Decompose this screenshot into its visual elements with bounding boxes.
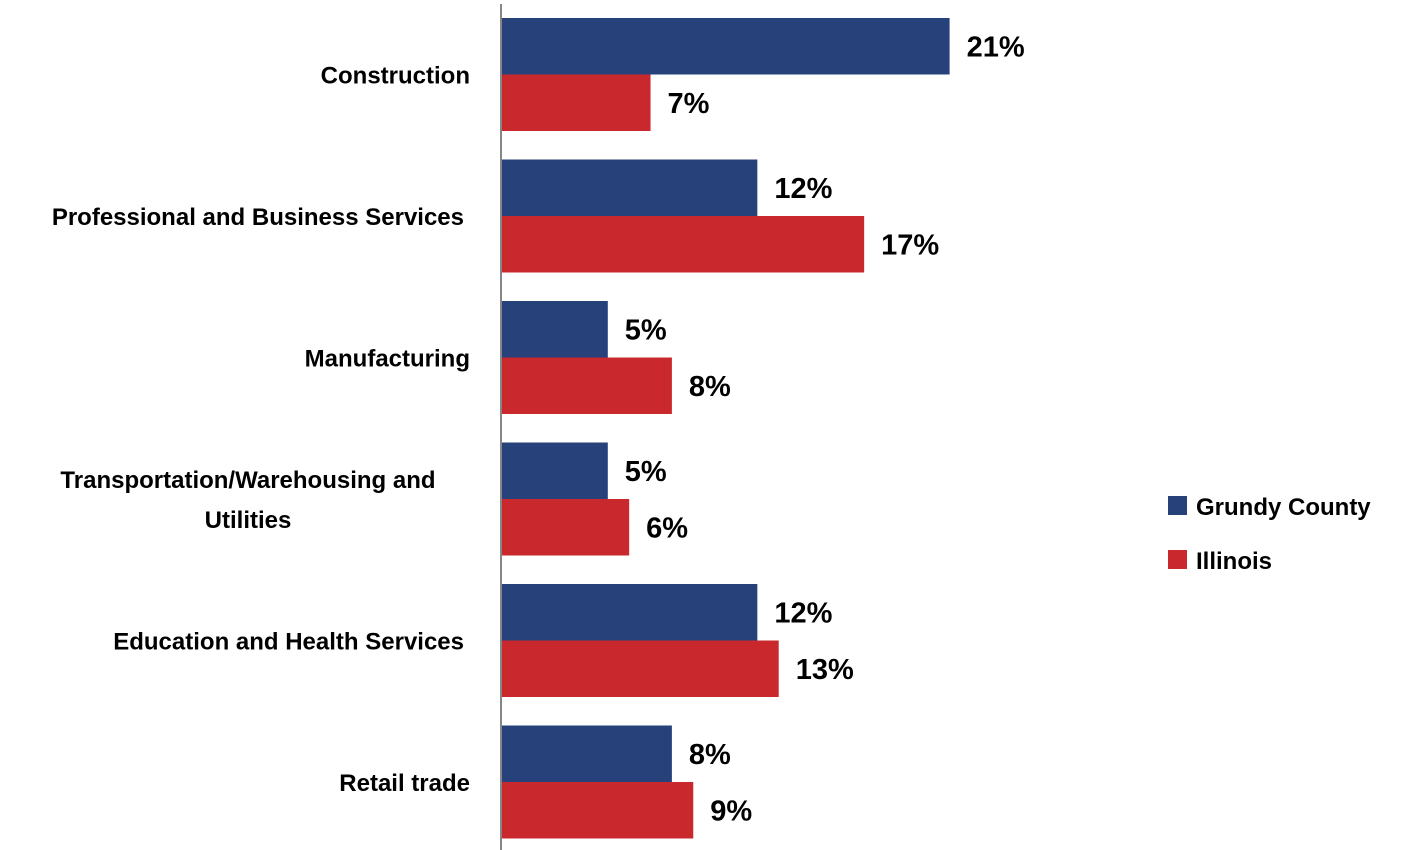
bar-grundy-county-construction bbox=[501, 18, 950, 75]
value-label-illinois-retail-trade: 9% bbox=[710, 795, 752, 827]
category-label-manufacturing: Manufacturing bbox=[305, 346, 470, 373]
bar-grundy-county-professional-and-business-services bbox=[501, 159, 758, 216]
bars-layer bbox=[501, 18, 950, 839]
value-label-grundy-county-education-and-health-services: 12% bbox=[774, 597, 832, 629]
category-label-professional-and-business-services: Professional and Business Services bbox=[52, 204, 464, 231]
value-labels-layer: 21% 7% 12% 17% 5% 8% 5% 6% 12% 13% 8% 9% bbox=[625, 31, 1025, 827]
value-label-illinois-manufacturing: 8% bbox=[689, 371, 731, 403]
bar-grundy-county-retail-trade bbox=[501, 725, 672, 782]
value-label-grundy-county-retail-trade: 8% bbox=[689, 739, 731, 771]
category-labels-layer: Construction Professional and Business Se… bbox=[52, 63, 470, 798]
bar-illinois-professional-and-business-services bbox=[501, 216, 865, 273]
value-label-illinois-education-and-health-services: 13% bbox=[796, 654, 854, 686]
category-label-transportation-warehousing-and-utilities: Transportation/Warehousing and Utilities bbox=[60, 467, 435, 534]
bar-grundy-county-education-and-health-services bbox=[501, 584, 758, 641]
value-label-illinois-professional-and-business-services: 17% bbox=[881, 229, 939, 261]
bar-illinois-education-and-health-services bbox=[501, 640, 779, 697]
legend-label-illinois: Illinois bbox=[1196, 548, 1272, 575]
legend-label-grundy-county: Grundy County bbox=[1196, 494, 1371, 521]
bar-illinois-retail-trade bbox=[501, 782, 694, 839]
value-label-grundy-county-manufacturing: 5% bbox=[625, 314, 667, 346]
value-label-grundy-county-construction: 21% bbox=[967, 31, 1025, 63]
legend-swatch-illinois bbox=[1168, 550, 1187, 569]
legend-swatch-grundy-county bbox=[1168, 496, 1187, 515]
value-label-grundy-county-professional-and-business-services: 12% bbox=[774, 173, 832, 205]
bar-illinois-manufacturing bbox=[501, 357, 672, 414]
bar-illinois-construction bbox=[501, 74, 651, 131]
legend: Grundy County Illinois bbox=[1168, 494, 1371, 575]
bar-grundy-county-manufacturing bbox=[501, 301, 608, 358]
value-label-illinois-construction: 7% bbox=[668, 88, 710, 120]
value-label-illinois-transportation-warehousing-and-utilities: 6% bbox=[646, 512, 688, 544]
category-label-retail-trade: Retail trade bbox=[339, 770, 470, 797]
bar-grundy-county-transportation-warehousing-and-utilities bbox=[501, 442, 608, 499]
category-label-education-and-health-services: Education and Health Services bbox=[113, 629, 464, 656]
bar-illinois-transportation-warehousing-and-utilities bbox=[501, 499, 630, 556]
value-label-grundy-county-transportation-warehousing-and-utilities: 5% bbox=[625, 456, 667, 488]
category-label-construction: Construction bbox=[321, 63, 470, 90]
